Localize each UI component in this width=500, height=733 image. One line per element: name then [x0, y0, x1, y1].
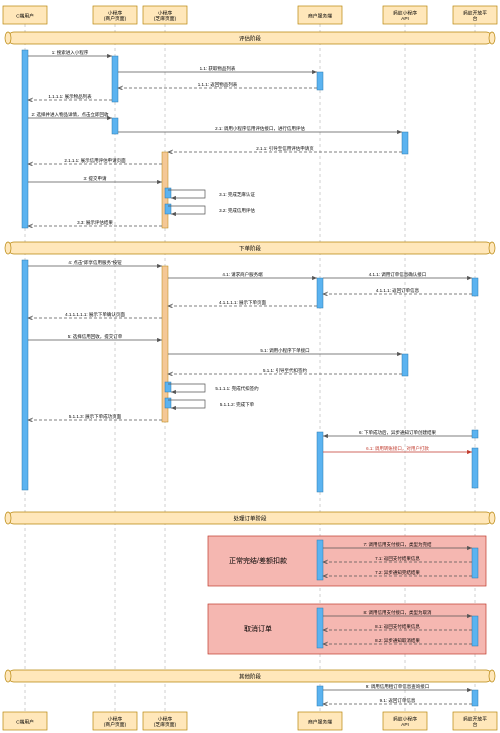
activation-merch_srv: [317, 432, 323, 492]
activation-platform: [472, 548, 478, 578]
activation-mp_zhima: [165, 398, 171, 408]
activation-platform: [472, 448, 478, 488]
activation-mp_zhima: [165, 188, 171, 198]
activation-merch_srv: [317, 278, 323, 308]
activation-mp_merch: [112, 56, 118, 102]
message-label: 7: 调用信用支付接口，类型为完结: [363, 541, 432, 548]
message-label: 9: 调用信用租订单信息查询接口: [366, 683, 430, 690]
message-label: 3.3: 展示评估结果: [77, 219, 113, 226]
message-label: 1: 搜索进入小程序: [52, 49, 89, 56]
message-label: 4.1.1.1: 返回订单信息: [376, 287, 420, 294]
message-label: 5: 选择信用回收，提交订单: [68, 333, 123, 340]
message-label: 4.1: 请求商户服务端: [222, 271, 263, 278]
message-label: 5.1.1.3: 展示下单成功页面: [69, 413, 122, 420]
activation-api: [402, 132, 408, 154]
participant-label: (芝麻页面): [154, 721, 177, 728]
activation-merch_srv: [317, 686, 323, 706]
participant-label: 蚂蚁开放平: [463, 10, 487, 17]
message-label: 6: 下单成功后，异步通知订单创建结果: [359, 429, 437, 436]
activation-mp_zhima: [165, 382, 171, 392]
message-label: 7.1: 返回支付结果信息: [375, 555, 420, 562]
activation-user: [22, 260, 28, 490]
participant-label: C端用户: [16, 718, 34, 725]
participant-label: 台: [473, 15, 478, 22]
participant-label: 小程序: [158, 716, 173, 723]
message-label: 6.1: 调用转账接口，对用户打款: [366, 445, 429, 452]
participant-label: 小程序: [108, 10, 123, 17]
participant-label: (商户页面): [104, 721, 127, 728]
phase-label: 下单阶段: [239, 244, 262, 252]
message-label: 4.1.1.1.1.1: 展示下单确认页面: [65, 311, 125, 318]
participant-label: 小程序: [108, 716, 123, 723]
msg-label: 5.1.1.1: 完成代扣签约: [215, 385, 259, 392]
participant-label: 蚂蚁开放平: [463, 716, 487, 723]
message-label: 2.1: 调用小程序信用评估接口，进行信用评估: [215, 125, 305, 132]
message-label: 7.2: 异步通知完结结果: [375, 569, 420, 576]
activation-platform: [472, 616, 478, 646]
activation-api: [402, 354, 408, 376]
participant-label: C端用户: [16, 12, 34, 19]
msg-self: [168, 400, 205, 408]
msg-self: [168, 190, 205, 198]
phase-label: 其他阶段: [239, 672, 262, 680]
msg-label: 3.1: 完成芝麻认证: [219, 191, 255, 198]
participant-label: API: [401, 722, 409, 728]
participant-label: 商户服务端: [308, 718, 332, 725]
message-label: 8.2: 异步通知取消结果: [375, 637, 420, 644]
phase-label: 评估阶段: [239, 34, 262, 42]
message-label: 2: 选择并进入物品详情，点击立即回收: [31, 111, 109, 118]
activation-platform: [472, 690, 478, 706]
message-label: 2.1.1: 引导至信用评估申请页: [256, 145, 314, 152]
msg-self: [168, 206, 205, 214]
message-label: 5.1: 调用小程序下单接口: [260, 347, 309, 354]
activation-mp_merch: [112, 118, 118, 134]
message-label: 5.1.1: 引导至代扣签约: [263, 367, 308, 374]
message-label: 4: 点击"即享信用服务"按钮: [68, 259, 122, 266]
activation-merch_srv: [317, 72, 323, 90]
message-label: 4.1.1: 调用订单信息确认接口: [369, 271, 427, 278]
msg-label: 5.1.1.2: 完成下单: [220, 401, 255, 408]
activation-user: [22, 50, 28, 228]
participant-label: API: [401, 16, 409, 22]
msg-self: [168, 384, 205, 392]
participant-label: 商户服务端: [308, 12, 332, 19]
participant-label: (芝麻页面): [154, 15, 177, 22]
activation-mp_zhima: [165, 204, 171, 214]
message-label: 8.1: 返回支付结果信息: [375, 623, 420, 630]
sequence-diagram: 评估阶段下单阶段处理订单阶段其他阶段 正常完结/差额扣款取消订单 1: 搜索进入小程…: [0, 0, 500, 733]
participant-label: 蚂蚁小程序: [393, 716, 417, 723]
participant-label: 小程序: [158, 10, 173, 17]
message-label: 1.1.1: 返回物品列表: [198, 81, 238, 88]
message-label: 4.1.1.1.1: 展示下单页面: [219, 299, 267, 306]
activation-platform: [472, 430, 478, 438]
message-label: 3: 提交申请: [83, 175, 107, 182]
phase-label: 处理订单阶段: [233, 514, 267, 522]
participant-label: (商户页面): [104, 15, 127, 22]
message-label: 8: 调用信用支付接口，类型为取消: [363, 609, 432, 616]
message-label: 9.1: 返回订单信息: [380, 697, 416, 704]
section-title: 正常完结/差额扣款: [229, 556, 287, 565]
msg-label: 3.2: 完成信用评估: [219, 207, 255, 214]
participant-label: 蚂蚁小程序: [393, 10, 417, 17]
activation-platform: [472, 278, 478, 296]
message-label: 1.1.1.1: 展示物品列表: [48, 93, 92, 100]
section-title: 取消订单: [244, 624, 272, 633]
participant-label: 台: [473, 721, 478, 728]
activation-merch_srv: [317, 608, 323, 648]
activation-merch_srv: [317, 540, 323, 580]
message-label: 2.1.1.1: 展示信用评估申请页面: [64, 157, 126, 164]
message-label: 1.1: 获取物品列表: [200, 65, 236, 72]
